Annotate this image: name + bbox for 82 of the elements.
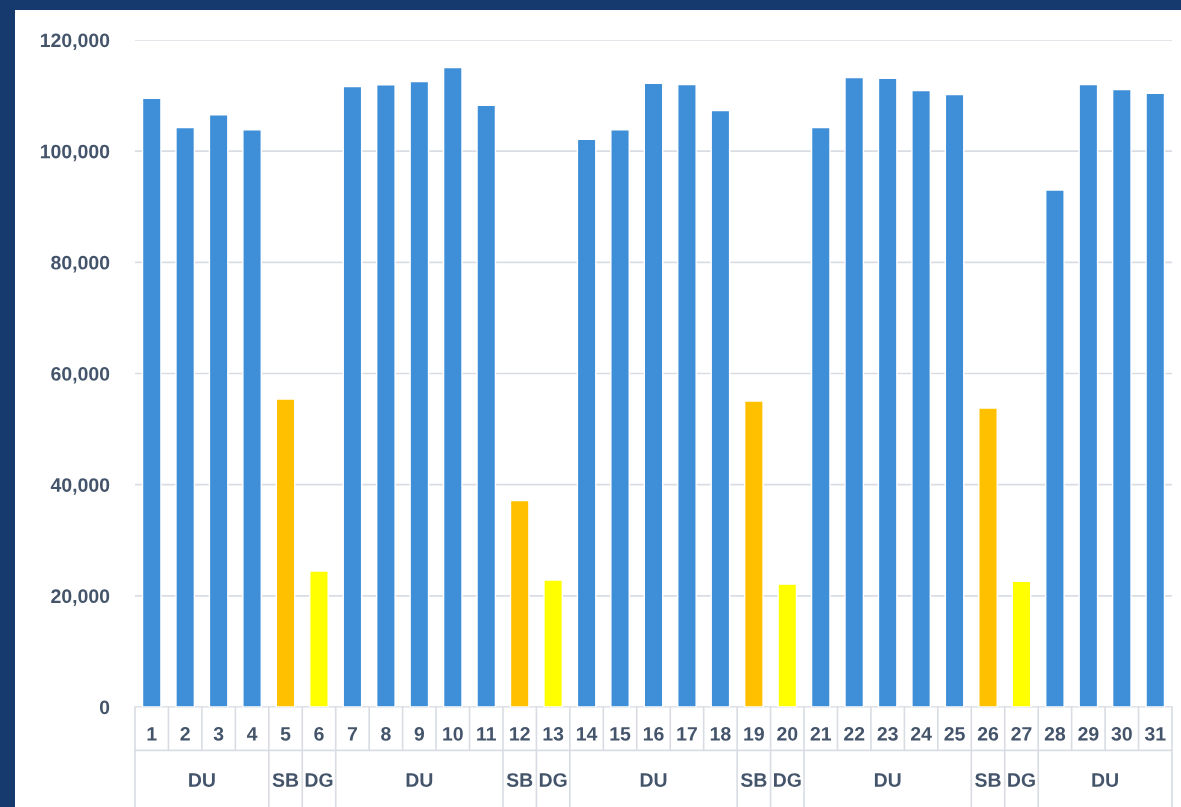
text: DG [774, 773, 801, 787]
x-tick-label: 8 [381, 726, 391, 741]
x-tick-label: 7 [347, 727, 357, 741]
text: DU [874, 773, 901, 787]
y-tick-label: 20,000 [51, 589, 110, 606]
bar [1145, 92, 1166, 707]
y-tick-label: 100,000 [40, 144, 110, 162]
text: DG [539, 773, 567, 787]
x-tick-label: 26 [977, 726, 999, 741]
text: DU [406, 773, 433, 787]
x-tick-label: 19 [744, 726, 764, 741]
bar [576, 138, 597, 707]
bar [208, 114, 229, 707]
x-tick-label: 10 [443, 726, 463, 741]
x-tick-label: 5 [280, 727, 291, 741]
x-tick-label: 22 [844, 726, 865, 741]
text: SB [740, 773, 767, 787]
bar [409, 80, 430, 707]
bar [911, 89, 932, 707]
bar [844, 76, 865, 707]
x-tick-label: 21 [810, 726, 832, 741]
x-tick-label: 11 [477, 727, 496, 741]
y-tick-label: 60,000 [51, 366, 110, 384]
x-tick-label: 12 [510, 726, 530, 741]
bar [643, 82, 664, 707]
y-tick-label: 80,000 [51, 255, 110, 273]
bar [175, 126, 196, 707]
x-tick-label: 18 [710, 726, 731, 741]
x-tick-label: 14 [577, 727, 598, 741]
text: DU [1092, 773, 1118, 787]
text: SB [975, 773, 1001, 787]
x-tick-label: 13 [543, 726, 564, 741]
x-tick-label: 16 [643, 726, 664, 741]
bar [509, 499, 530, 707]
text: SB [272, 773, 299, 787]
bar [710, 109, 731, 707]
x-tick-label: 29 [1078, 726, 1099, 741]
bar [1111, 88, 1132, 707]
bar [777, 583, 798, 707]
bar [877, 77, 898, 707]
bar [743, 400, 764, 707]
bar [1078, 83, 1099, 707]
text: DU [189, 773, 215, 787]
bar [677, 83, 697, 707]
x-tick-label: 3 [213, 726, 224, 741]
x-tick-label: 20 [777, 726, 798, 741]
bar [810, 126, 831, 707]
text: SB [506, 773, 533, 787]
x-tick-label: 9 [414, 726, 425, 741]
bar [442, 66, 463, 707]
bar [1011, 580, 1032, 707]
x-tick-label: 30 [1111, 726, 1132, 741]
text: DG [1008, 773, 1035, 787]
y-tick-label: 40,000 [50, 478, 110, 495]
x-tick-label: 27 [1011, 726, 1032, 741]
x-tick-label: 23 [877, 726, 898, 741]
y-tick-label: 0 [99, 700, 110, 715]
x-tick-label: 15 [610, 727, 631, 741]
text: DG [305, 773, 333, 787]
x-tick-label: 28 [1044, 726, 1066, 741]
bar [242, 129, 262, 707]
text: DU [640, 773, 667, 787]
x-tick-label: 24 [910, 726, 932, 741]
bar [944, 93, 965, 707]
bar [342, 85, 363, 707]
bar [309, 570, 329, 707]
y-tick-label: 120,000 [40, 33, 110, 51]
bar [978, 407, 998, 707]
bar [141, 97, 162, 707]
x-tick-label: 4 [246, 727, 258, 741]
x-tick-label: 25 [944, 726, 965, 741]
bar [275, 398, 296, 707]
bar [610, 129, 630, 707]
bar [1045, 189, 1065, 707]
x-tick-label: 17 [677, 727, 697, 741]
bar [543, 579, 564, 707]
x-tick-label: 31 [1144, 726, 1166, 741]
x-tick-label: 1 [147, 727, 157, 741]
x-tick-label: 2 [180, 726, 190, 741]
bar [375, 84, 396, 707]
bar [476, 104, 497, 707]
x-tick-label: 6 [314, 726, 324, 741]
